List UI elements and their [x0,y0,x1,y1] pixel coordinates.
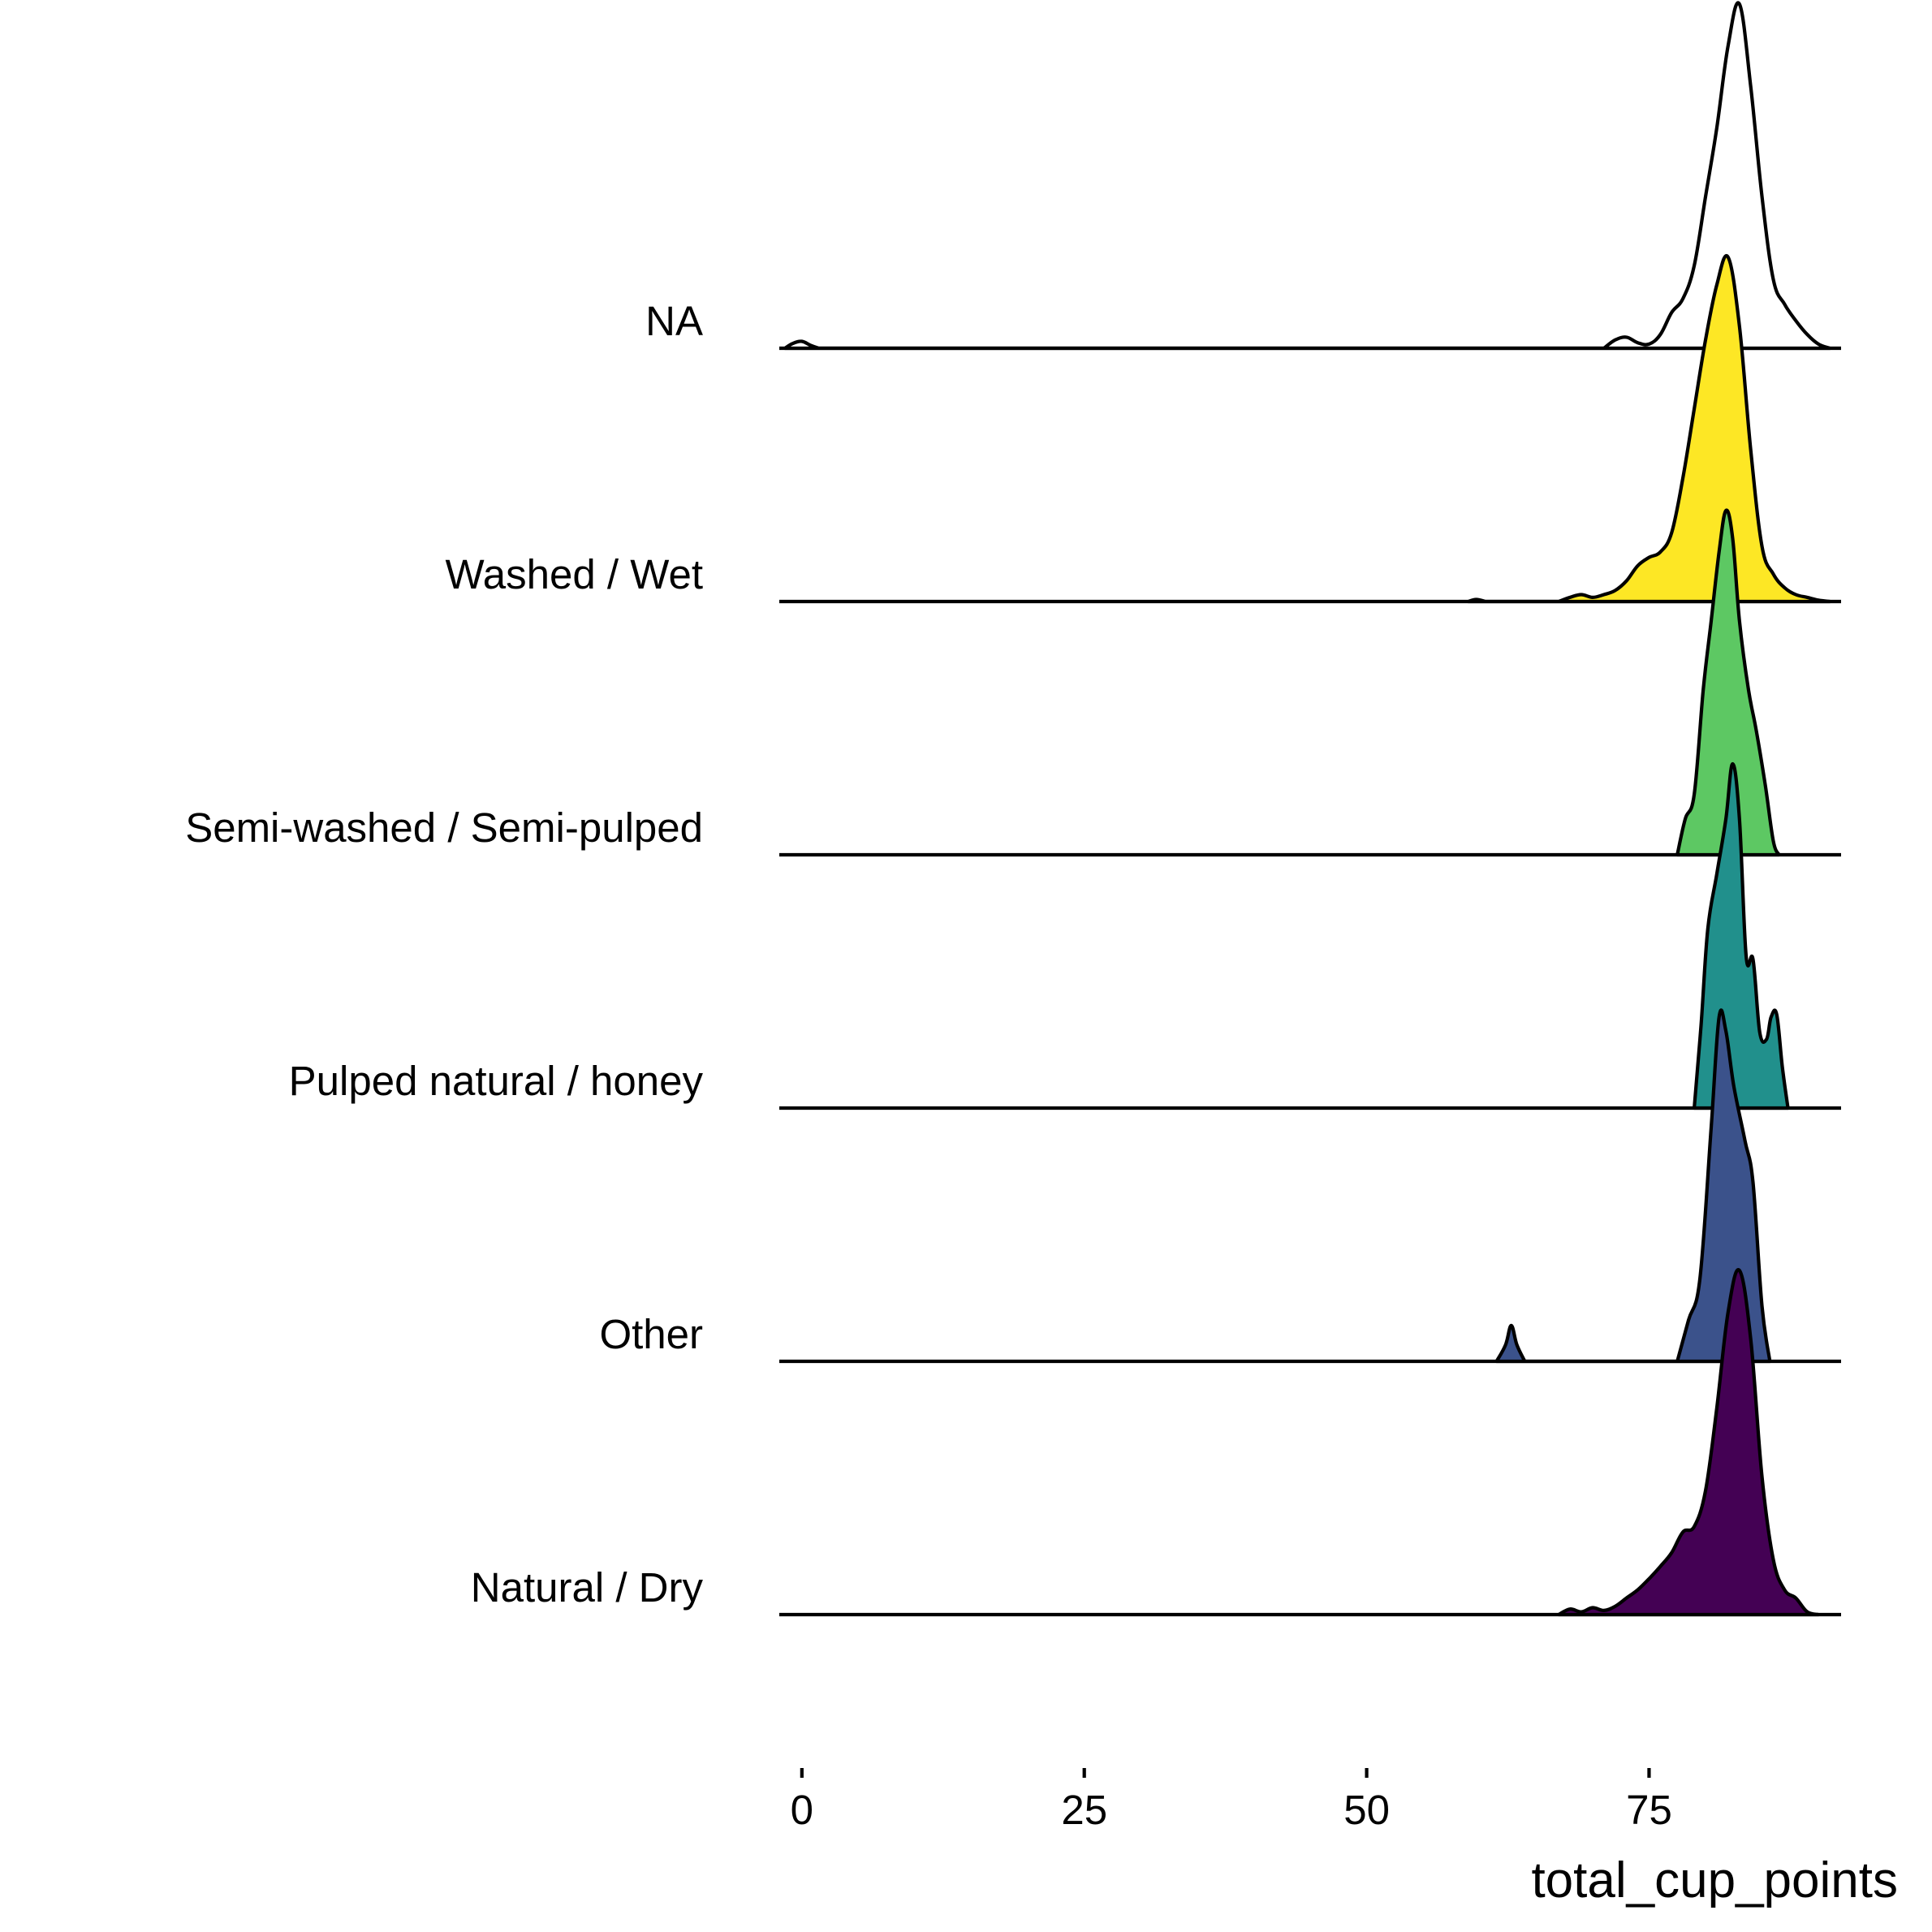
category-label-pulped-natural-honey: Pulped natural / honey [289,1058,704,1104]
x-tick-label-0: 0 [791,1787,813,1833]
x-tick-label-25: 25 [1061,1787,1107,1833]
category-label-na: NA [645,298,703,344]
x-axis-title: total_cup_points [1531,1852,1898,1908]
ridge-washed-wet [1466,253,1832,604]
category-labels: NA Washed / Wet Semi-washed / Semi-pulped P… [185,298,703,1611]
x-axis: 0 25 50 75 [791,1768,1672,1833]
category-label-washed-wet: Washed / Wet [446,551,703,597]
x-tick-label-75: 75 [1626,1787,1672,1833]
category-label-natural-dry: Natural / Dry [471,1564,704,1611]
x-tick-label-50: 50 [1343,1787,1390,1833]
category-label-semi-washed-semi-pulped: Semi-washed / Semi-pulped [185,804,703,851]
ridge-other [1494,1008,1772,1364]
ridge-semi-washed-semi-pulped [1675,508,1781,857]
ridges-group [779,1,1841,1617]
category-label-other: Other [599,1311,703,1357]
ridge-natural-dry [1557,1268,1821,1617]
ridge-na [783,1,1832,351]
